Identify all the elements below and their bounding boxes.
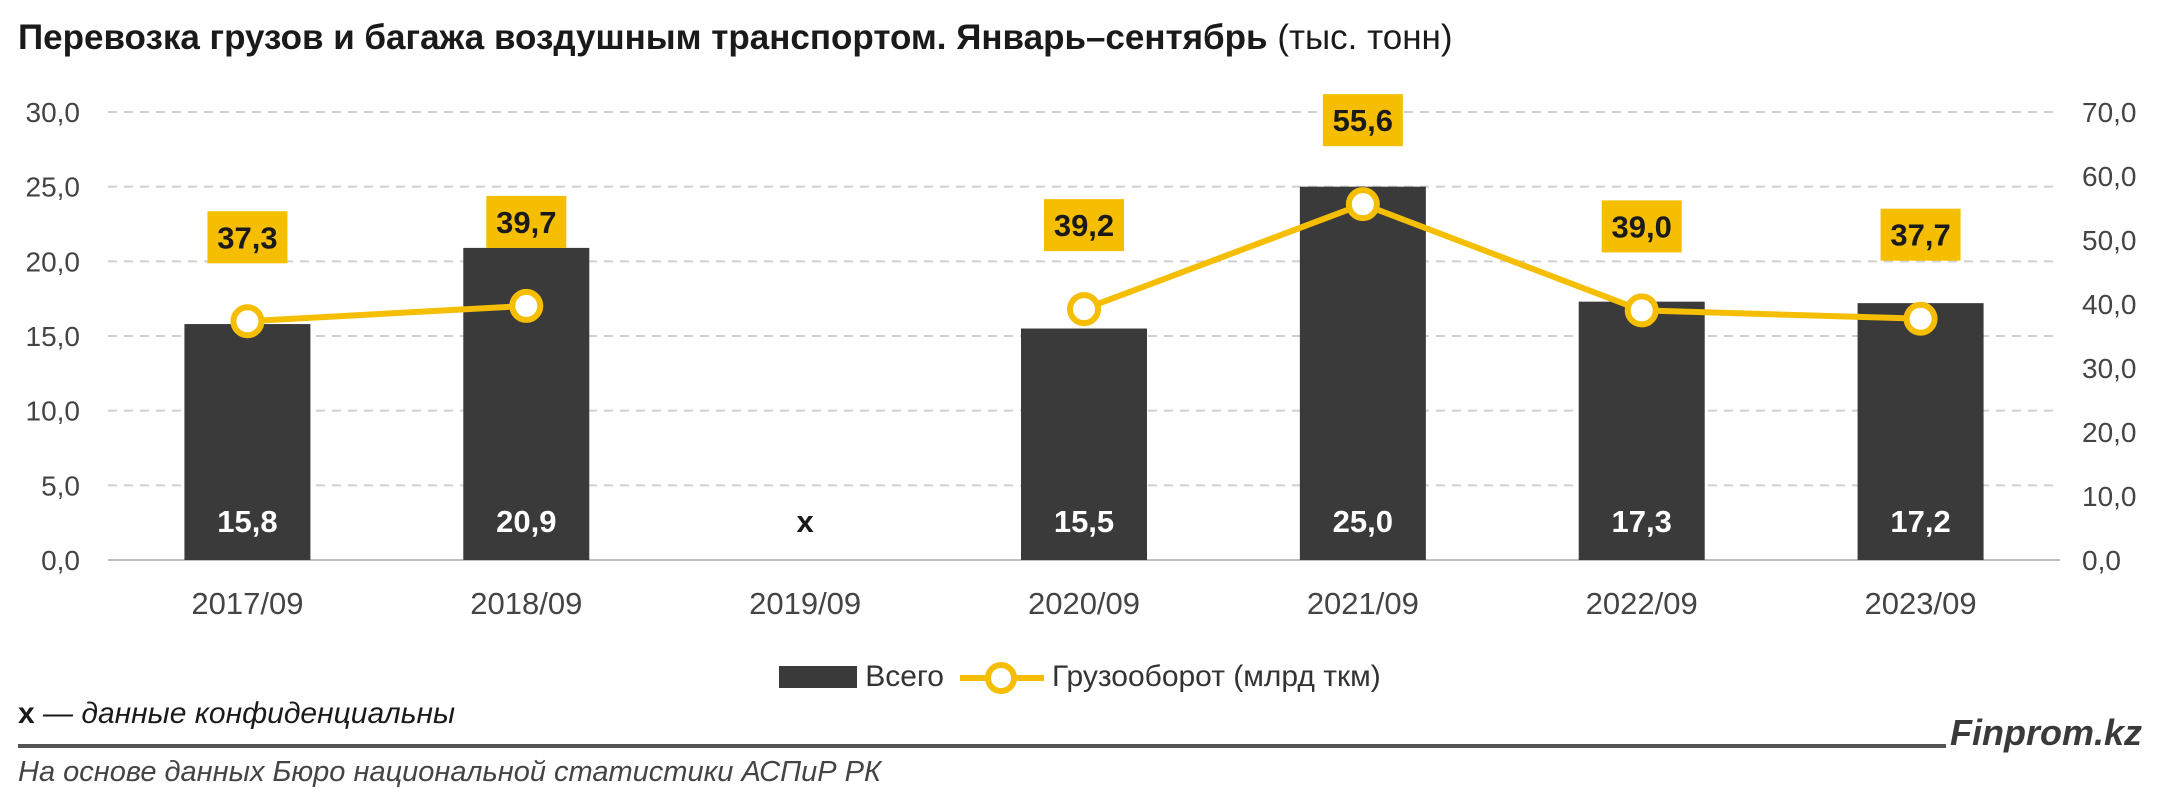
turnover-point xyxy=(509,288,544,323)
x-tick-label: 2019/09 xyxy=(749,586,861,621)
bar-value-label: 17,2 xyxy=(1890,504,1950,539)
turnover-value-label: 37,3 xyxy=(217,220,277,255)
y-right-tick-label: 50,0 xyxy=(2082,225,2137,256)
note-text: — данные конфиденциальны xyxy=(34,697,456,730)
chart-title-unit: (тыс. тонн) xyxy=(1277,18,1453,57)
x-tick-label: 2018/09 xyxy=(470,586,582,621)
legend-bar-swatch xyxy=(779,666,858,688)
y-left-tick-label: 10,0 xyxy=(26,396,81,427)
turnover-value-label: 37,7 xyxy=(1890,218,1950,253)
chart-title: Перевозка грузов и багажа воздушным тран… xyxy=(18,18,1453,58)
confidential-note: x — данные конфиденциальны xyxy=(18,697,455,731)
x-tick-label: 2020/09 xyxy=(1028,586,1140,621)
x-tick-label: 2022/09 xyxy=(1586,586,1698,621)
y-right-tick-label: 40,0 xyxy=(2082,289,2137,320)
turnover-line xyxy=(1082,201,1921,322)
y-right-tick-label: 20,0 xyxy=(2082,417,2137,448)
turnover-line xyxy=(247,302,527,325)
y-right-tick-label: 60,0 xyxy=(2082,161,2137,192)
y-right-tick-label: 10,0 xyxy=(2082,481,2137,512)
y-right-tick-label: 0,0 xyxy=(2082,545,2121,576)
y-left-tick-label: 30,0 xyxy=(26,97,81,128)
bar xyxy=(1299,186,1426,560)
x-tick-label: 2023/09 xyxy=(1865,586,1977,621)
turnover-label-box xyxy=(1880,208,1961,261)
turnover-label-box xyxy=(207,211,288,264)
legend-item-total: Всего xyxy=(779,660,944,694)
turnover-value-label: 55,6 xyxy=(1333,103,1393,138)
chart-legend: Всего Грузооборот (млрд ткм) xyxy=(0,660,2160,694)
turnover-label-box xyxy=(1601,200,1682,253)
bar-value-label: 25,0 xyxy=(1333,504,1393,539)
y-left-tick-label: 0,0 xyxy=(41,545,80,576)
legend-line-label: Грузооборот (млрд ткм) xyxy=(1051,660,1381,693)
note-mark: x xyxy=(18,697,35,730)
y-left-tick-label: 20,0 xyxy=(26,246,81,277)
legend-item-turnover: Грузооборот (млрд ткм) xyxy=(959,660,1381,694)
turnover-label-box xyxy=(1322,94,1403,147)
bar xyxy=(1021,328,1147,560)
y-right-tick-label: 70,0 xyxy=(2082,97,2137,128)
bar-value-label: 15,8 xyxy=(217,504,277,539)
turnover-label-box xyxy=(486,195,567,248)
chart-canvas: 0,0 5,0 10,0 15,0 20,0 25,0 30,0 0,0 10,0 20,0 30,… xyxy=(26,94,2137,621)
turnover-point xyxy=(1624,293,1659,328)
y-left-tick-label: 5,0 xyxy=(41,470,80,501)
turnover-label-box xyxy=(1044,199,1124,252)
bar-value-label: 20,9 xyxy=(496,504,556,539)
bar xyxy=(1857,303,1984,560)
y-right-tick-label: 30,0 xyxy=(2082,353,2137,384)
turnover-value-label: 39,2 xyxy=(1054,208,1114,243)
y-left-tick-label: 25,0 xyxy=(26,172,81,203)
x-tick-label: 2017/09 xyxy=(191,586,303,621)
bar-value-label: 15,5 xyxy=(1054,504,1114,539)
bar-value-label: x xyxy=(797,504,815,539)
x-tick-label: 2021/09 xyxy=(1307,586,1419,621)
bar-value-label: 17,3 xyxy=(1612,504,1672,539)
turnover-value-label: 39,0 xyxy=(1612,209,1672,244)
footer-divider xyxy=(18,744,1946,748)
bar xyxy=(1578,301,1705,560)
turnover-value-label: 39,7 xyxy=(496,205,556,240)
turnover-point xyxy=(230,304,265,339)
bar xyxy=(184,324,311,560)
y-left-tick-label: 15,0 xyxy=(26,321,81,352)
turnover-point xyxy=(1903,301,1938,336)
chart-title-main: Перевозка грузов и багажа воздушным тран… xyxy=(18,18,1268,57)
brand-logo-text: Finprom.kz xyxy=(1949,712,2142,753)
turnover-point xyxy=(1067,292,1101,327)
turnover-point xyxy=(1345,187,1380,222)
legend-bar-label: Всего xyxy=(865,660,944,693)
legend-line-swatch xyxy=(959,662,1044,694)
source-note: На основе данных Бюро национальной стати… xyxy=(18,756,882,788)
